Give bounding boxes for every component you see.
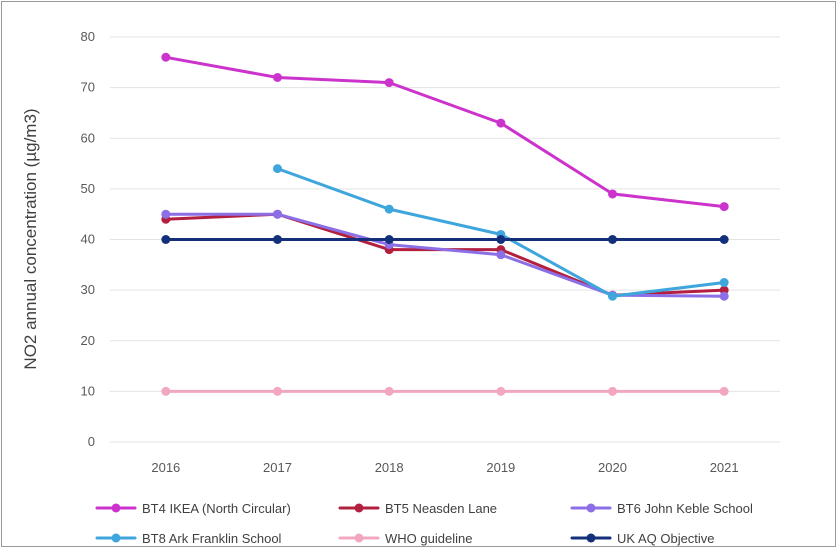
y-tick-label: 70 [81,80,95,95]
data-point [273,235,282,244]
legend-label: BT4 IKEA (North Circular) [142,501,291,516]
data-point [161,209,171,219]
legend-marker [354,503,364,513]
x-tick-label: 2018 [375,460,404,475]
legend-item: WHO guideline [338,531,472,546]
data-point [161,386,171,396]
data-point [719,235,729,244]
y-tick-label: 20 [81,333,95,348]
data-point [719,278,729,288]
x-axis-ticks: 2016 2017 2018 2019 2020 2021 [151,460,738,475]
legend-marker [111,533,121,543]
legend-label: WHO guideline [385,531,472,546]
legend-label: BT6 John Keble School [617,501,753,516]
x-tick-label: 2019 [486,460,515,475]
legend-item: BT8 Ark Franklin School [95,531,282,546]
legend-label: BT5 Neasden Lane [385,501,497,516]
data-point [496,250,506,260]
data-point [496,118,506,128]
y-tick-label: 60 [81,130,95,145]
data-point [384,204,394,214]
x-tick-label: 2017 [263,460,292,475]
data-point [608,189,617,199]
y-tick-label: 80 [81,29,95,44]
legend-marker [111,503,121,513]
x-tick-label: 2016 [151,460,180,475]
series-line [164,212,726,297]
legend-item: UK AQ Objective [570,531,715,546]
legend: BT4 IKEA (North Circular) BT5 Neasden Lan… [95,501,753,546]
series-line [164,212,726,298]
legend-label: UK AQ Objective [617,531,715,546]
y-axis-label: NO2 annual concentration (µg/m3) [21,108,40,369]
data-point [273,164,282,174]
data-point [273,209,282,219]
y-axis-ticks: 0 10 20 30 40 50 60 70 80 [81,29,95,449]
x-tick-label: 2020 [598,460,627,475]
data-point [273,386,282,396]
y-tick-label: 0 [88,434,95,449]
legend-marker [586,503,596,513]
series-line [164,55,726,209]
y-tick-label: 10 [81,383,95,398]
series-5 [161,386,729,396]
data-point [496,386,506,396]
data-point [384,235,394,244]
data-point [161,235,171,244]
legend-marker [586,533,596,543]
data-point [384,386,394,396]
data-point [161,52,171,62]
data-point [719,202,729,212]
legend-label: BT8 Ark Franklin School [142,531,282,546]
y-tick-label: 40 [81,232,95,247]
y-tick-label: 30 [81,282,95,297]
y-tick-label: 50 [81,181,95,196]
legend-item: BT6 John Keble School [570,501,753,516]
data-point [273,73,282,82]
data-point [608,291,617,301]
x-tick-label: 2021 [710,460,739,475]
legend-marker [354,533,364,543]
series-3 [161,209,729,301]
data-point [719,386,729,396]
data-point [608,235,617,244]
series-6 [161,235,729,244]
legend-item: BT4 IKEA (North Circular) [95,501,291,516]
legend-item: BT5 Neasden Lane [338,501,497,516]
series-1 [161,52,729,212]
series-lines [161,52,729,396]
data-point [384,78,394,88]
data-point [608,386,617,396]
data-point [719,291,729,301]
data-point [496,235,506,244]
